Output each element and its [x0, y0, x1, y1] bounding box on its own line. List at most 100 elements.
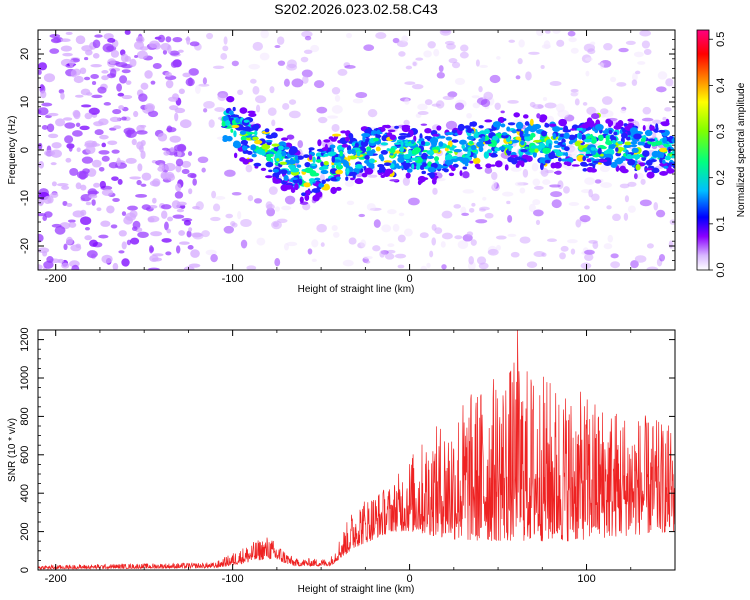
spectral-blob — [463, 125, 471, 129]
spectral-blob — [408, 149, 412, 157]
spectral-blob — [570, 88, 579, 93]
spectral-blob — [148, 267, 160, 270]
colorbar-tick-label: 0.4 — [715, 78, 727, 93]
spectral-blob — [259, 52, 270, 61]
spectral-blob — [63, 117, 73, 121]
spectral-blob — [79, 125, 90, 131]
spectral-blob — [327, 151, 337, 156]
spectral-blob — [498, 146, 506, 151]
y-tick-label: 1200 — [19, 327, 31, 351]
spectral-blob — [586, 158, 592, 163]
spectral-blob — [603, 150, 608, 154]
spectral-blob — [350, 148, 356, 155]
spectral-blob — [169, 135, 181, 143]
spectral-blob — [664, 107, 672, 112]
spectral-blob — [658, 129, 666, 133]
spectral-blob — [433, 48, 440, 57]
spectral-blob — [144, 103, 156, 112]
spectral-blob — [544, 102, 557, 109]
spectral-blob — [623, 144, 632, 148]
spectral-blob — [228, 110, 234, 116]
spectral-blob — [175, 158, 184, 167]
spectral-blob — [265, 201, 273, 210]
spectral-blob — [441, 264, 447, 270]
spectral-blob — [240, 239, 248, 249]
spectral-blob — [354, 178, 364, 185]
spectral-blob — [71, 130, 83, 137]
spectral-blob — [574, 141, 581, 147]
spectral-blob — [307, 248, 313, 255]
spectral-blob — [183, 219, 192, 226]
spectral-blob — [170, 61, 179, 68]
spectral-blob — [513, 112, 520, 118]
spectral-blob — [206, 32, 214, 40]
spectral-blob — [453, 204, 462, 209]
spectral-blob — [583, 138, 593, 143]
spectral-blob — [135, 35, 145, 44]
spectral-blob — [356, 150, 361, 157]
spectral-blob — [211, 190, 217, 199]
spectral-blob — [663, 143, 670, 147]
top-x-ticks: -200 -100 0 100 — [45, 30, 676, 285]
spectral-blob — [166, 127, 177, 133]
spectral-blob — [424, 99, 433, 106]
spectral-blob — [222, 45, 229, 52]
spectral-blob — [126, 239, 132, 246]
spectral-blob — [475, 59, 480, 67]
spectral-blob — [55, 118, 66, 127]
spectral-blob — [324, 143, 328, 151]
spectral-blob — [254, 130, 258, 137]
spectral-blob — [176, 201, 187, 206]
spectral-blob — [590, 137, 598, 144]
spectral-blob — [603, 43, 613, 51]
spectral-blob — [405, 172, 411, 179]
spectral-blob — [299, 196, 304, 204]
spectral-blob — [531, 162, 539, 172]
spectral-blob — [478, 146, 484, 153]
spectral-blob — [91, 159, 102, 168]
spectral-blob — [91, 94, 103, 99]
spectral-blob — [165, 36, 172, 43]
spectral-blob — [415, 57, 424, 61]
spectral-blob — [417, 111, 429, 116]
spectral-blob — [88, 107, 100, 115]
spectral-blob — [459, 170, 463, 177]
spectral-blob — [331, 155, 336, 163]
spectral-blob — [529, 134, 534, 141]
spectral-blob — [38, 201, 44, 207]
spectral-blob — [121, 69, 131, 74]
spectral-blob — [552, 30, 561, 34]
spectral-blob — [39, 83, 45, 91]
spectral-blob — [264, 128, 270, 133]
spectral-blob — [454, 235, 463, 240]
y-tick-label: 20 — [19, 48, 31, 60]
spectral-blob — [274, 45, 281, 49]
spectral-blob — [188, 68, 199, 76]
spectral-blob — [590, 41, 596, 46]
spectral-blob — [607, 121, 612, 128]
spectral-blob — [609, 144, 617, 147]
spectral-blob — [441, 210, 453, 219]
spectral-blob — [273, 147, 278, 151]
spectral-blob — [576, 127, 583, 131]
spectral-blob — [217, 93, 227, 102]
spectral-blob — [421, 152, 429, 160]
spectral-blob — [598, 159, 608, 163]
spectral-blob — [421, 170, 427, 175]
spectral-blob — [642, 150, 650, 157]
spectral-blob — [323, 153, 329, 157]
spectral-blob — [536, 113, 541, 119]
spectrogram-blobs — [38, 30, 675, 270]
spectral-blob — [528, 51, 540, 55]
spectral-blob — [84, 227, 90, 231]
spectral-blob — [511, 129, 517, 134]
spectral-blob — [634, 255, 647, 263]
spectral-blob — [80, 104, 92, 108]
spectral-blob — [520, 140, 525, 146]
spectral-blob — [121, 258, 130, 267]
spectral-blob — [170, 146, 175, 153]
spectral-blob — [568, 147, 578, 156]
spectral-blob — [330, 186, 337, 195]
spectral-blob — [581, 134, 586, 141]
spectral-blob — [164, 71, 172, 77]
